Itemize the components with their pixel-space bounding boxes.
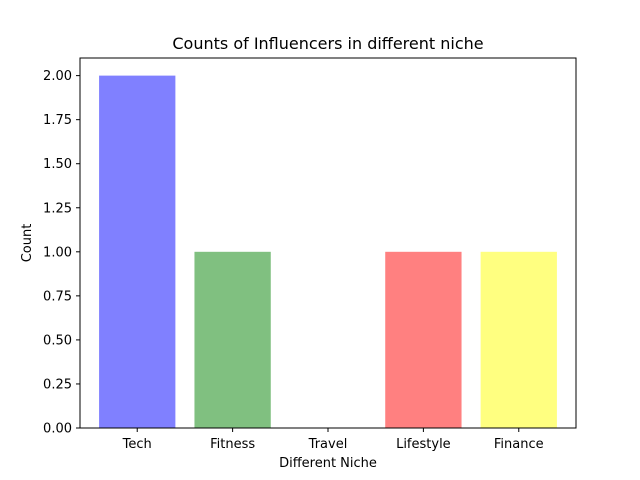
bar-finance [480,251,557,428]
y-tick-label: 0.50 [43,333,72,348]
y-tick-label: 0.00 [43,422,72,437]
x-tick-label-tech: Tech [122,437,152,452]
y-tick-label: 1.25 [43,201,72,216]
x-tick-label-fitness: Fitness [210,437,255,452]
bar-fitness [194,251,271,428]
x-tick-label-finance: Finance [494,437,544,452]
bar-lifestyle [385,251,462,428]
x-axis: Tech Fitness Travel Lifestyle Finance [122,428,544,452]
y-tick-label: 1.00 [43,245,72,260]
x-tick-label-lifestyle: Lifestyle [396,437,451,452]
y-tick-label: 1.50 [43,157,72,172]
y-axis: 0.00 0.25 0.50 0.75 1.00 1.25 1.50 1.75 2.00 [43,69,80,437]
y-tick-label: 0.75 [43,289,72,304]
x-tick-label-travel: Travel [308,437,348,452]
y-tick-label: 2.00 [43,69,72,84]
x-axis-label: Different Niche [279,456,377,471]
bar-tech [99,75,176,428]
bars-group [99,75,557,428]
y-tick-label: 1.75 [43,113,72,128]
y-tick-label: 0.25 [43,377,72,392]
chart-title: Counts of Influencers in different niche [172,34,483,53]
y-axis-label: Count [20,224,35,263]
